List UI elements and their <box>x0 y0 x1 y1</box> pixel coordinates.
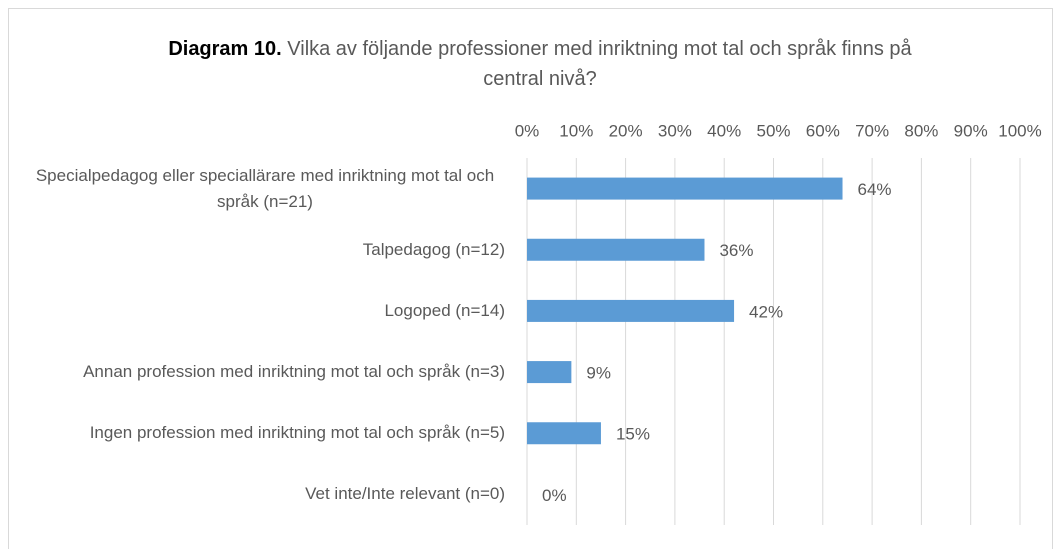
value-label: 0% <box>542 486 567 505</box>
value-label: 64% <box>858 180 892 199</box>
category-label: Annan profession med inriktning mot tal … <box>83 362 505 382</box>
x-tick-label: 0% <box>515 121 540 140</box>
title-text: Vilka av följande professioner med inrik… <box>287 38 912 90</box>
value-label: 42% <box>749 302 783 321</box>
bar <box>527 177 843 200</box>
category-label: Ingen profession med inriktning mot tal … <box>89 423 505 443</box>
chart-title: Diagram 10. Vilka av följande profession… <box>150 34 930 94</box>
x-tick-label: 60% <box>806 121 840 140</box>
x-tick-label: 50% <box>756 121 790 140</box>
x-tick-label: 10% <box>559 121 593 140</box>
x-tick-label: 30% <box>658 121 692 140</box>
value-label: 15% <box>616 425 650 444</box>
x-tick-label: 20% <box>609 121 643 140</box>
chart-frame <box>8 8 1053 549</box>
value-label: 36% <box>719 241 753 260</box>
x-tick-label: 80% <box>904 121 938 140</box>
bar <box>527 422 601 445</box>
x-tick-label: 100% <box>998 121 1041 140</box>
title-prefix: Diagram 10. <box>168 38 282 60</box>
category-label: Vet inte/Inte relevant (n=0) <box>305 484 505 504</box>
x-tick-label: 40% <box>707 121 741 140</box>
category-label: Logoped (n=14) <box>384 300 505 320</box>
bar <box>527 299 735 322</box>
category-label: Talpedagog (n=12) <box>362 239 505 259</box>
category-label: Specialpedagog eller speciallärare med i… <box>35 165 495 211</box>
bar <box>527 361 572 384</box>
bar <box>527 238 705 261</box>
x-tick-label: 90% <box>954 121 988 140</box>
value-label: 9% <box>586 364 611 383</box>
x-tick-label: 70% <box>855 121 889 140</box>
